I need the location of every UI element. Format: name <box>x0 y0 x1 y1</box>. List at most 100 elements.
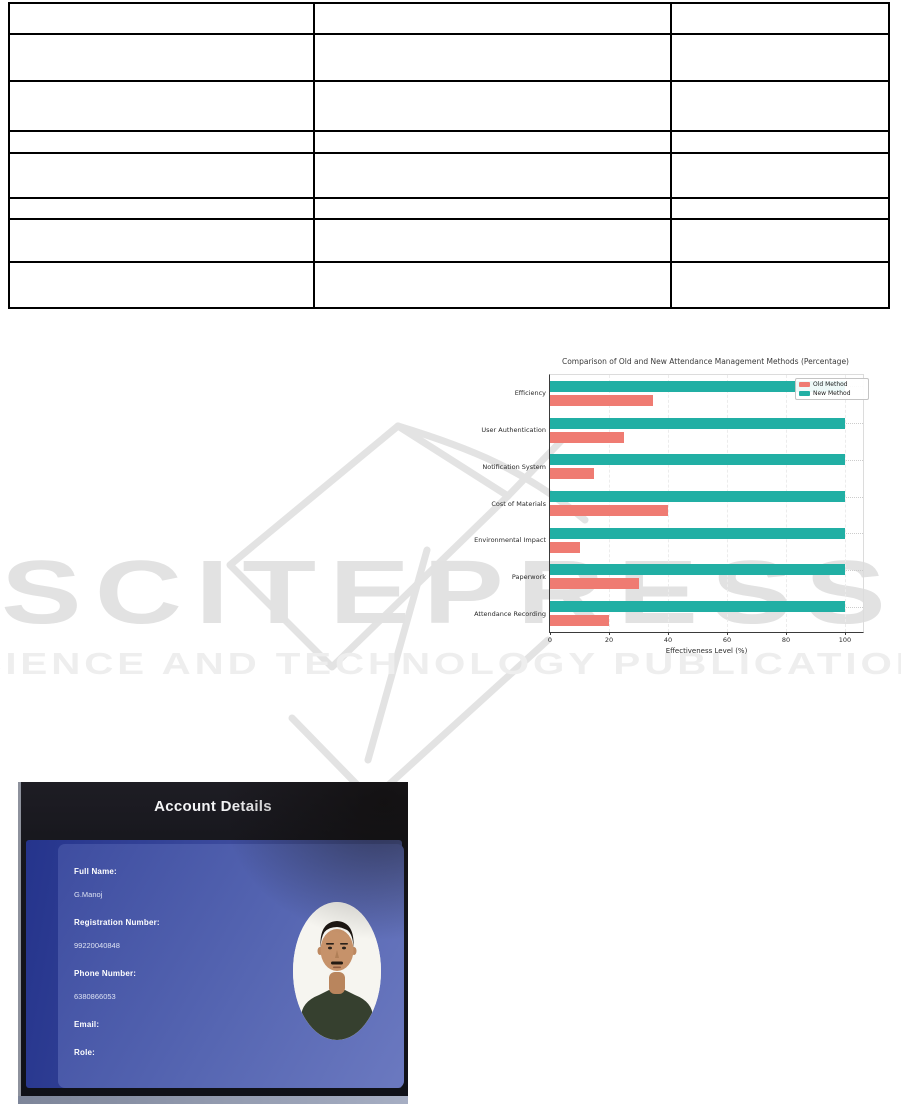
table-row <box>8 2 890 35</box>
table-cell <box>670 261 890 309</box>
x-tick <box>727 632 728 635</box>
x-tick <box>845 632 846 635</box>
x-tick-label: 20 <box>604 636 614 644</box>
field-label: Role: <box>74 1048 95 1057</box>
bar-old-method <box>550 578 639 590</box>
gridline <box>609 375 610 632</box>
legend-label: Old Method <box>813 381 848 388</box>
bar-new-method <box>550 491 845 502</box>
bar-new-method <box>550 564 845 576</box>
bar-new-method <box>550 380 845 392</box>
table-cell <box>313 197 672 220</box>
category-label: Notification System <box>482 462 546 471</box>
x-tick-label: 100 <box>838 636 852 644</box>
table-cell <box>8 2 315 35</box>
category-label: User Authentication <box>481 426 546 435</box>
table-cell <box>670 130 890 154</box>
table-cell <box>670 2 890 35</box>
photo-edge-left <box>18 782 21 1104</box>
bar-new-method <box>550 417 845 429</box>
table-cell <box>670 33 890 82</box>
table-cell <box>313 152 672 199</box>
table-cell <box>313 2 672 35</box>
account-details-screenshot: Full Name: G.Manoj Registration Number: 992… <box>18 782 408 1104</box>
table-row <box>8 218 890 263</box>
legend-entry: New Method <box>799 390 865 397</box>
bar-new-method <box>550 527 845 539</box>
x-tick <box>668 632 669 635</box>
table-cell <box>670 197 890 220</box>
field-label: Full Name: <box>74 867 117 876</box>
table-cell <box>313 261 672 309</box>
chart-xlabel: Effectiveness Level (%) <box>665 647 748 655</box>
table-cell <box>313 130 672 154</box>
legend-swatch <box>799 391 810 396</box>
gridline <box>727 375 728 632</box>
table-cell <box>8 197 315 220</box>
table-cell <box>670 152 890 199</box>
field-value: 6380866053 <box>74 992 116 1001</box>
table-row <box>8 152 890 199</box>
account-card: Full Name: G.Manoj Registration Number: 992… <box>58 844 404 1088</box>
table-row <box>8 33 890 82</box>
field-label: Phone Number: <box>74 969 137 978</box>
category-label: Cost of Materials <box>491 499 546 508</box>
table-cell <box>313 80 672 132</box>
field-label: Email: <box>74 1020 100 1029</box>
watermark-subtitle: SCIENCE AND TECHNOLOGY PUBLICATIONS <box>0 646 901 681</box>
watermark-title-row: SCITEPRESS <box>0 548 901 638</box>
bar-old-method <box>550 394 654 406</box>
person-icon <box>293 902 381 1040</box>
bar-old-method <box>550 431 624 443</box>
x-tick <box>550 632 551 635</box>
bar-old-method <box>550 468 595 480</box>
bar-new-method <box>550 454 845 466</box>
table-row <box>8 130 890 154</box>
table-cell <box>8 80 315 132</box>
table-cell <box>670 80 890 132</box>
legend-swatch <box>799 382 810 387</box>
field-label: Registration Number: <box>74 918 160 927</box>
profile-photo <box>293 902 381 1040</box>
table-cell <box>8 218 315 263</box>
x-tick-label: 60 <box>722 636 732 644</box>
table-row <box>8 197 890 220</box>
table-cell <box>8 130 315 154</box>
x-tick-label: 0 <box>547 636 553 644</box>
legend-label: New Method <box>813 390 851 397</box>
bar-old-method <box>550 541 580 553</box>
account-fields: Full Name: G.Manoj Registration Number: 992… <box>74 844 274 1057</box>
watermark-title: SCITEPRESS <box>1 543 900 643</box>
field-value: G.Manoj <box>74 890 103 899</box>
gridline <box>668 375 669 632</box>
table-cell <box>8 261 315 309</box>
legend-entry: Old Method <box>799 381 865 388</box>
table-cell <box>8 33 315 82</box>
category-label: Attendance Recording <box>474 609 546 618</box>
x-tick <box>609 632 610 635</box>
gridline <box>845 375 846 632</box>
x-tick-label: 80 <box>781 636 791 644</box>
category-label: Environmental Impact <box>474 536 546 545</box>
photo-edge-bottom <box>18 1096 408 1104</box>
chart-plot: Old Method New Method Effectiveness Level… <box>474 374 869 655</box>
field-value: 99220040848 <box>74 941 120 950</box>
table-row <box>8 80 890 132</box>
x-tick <box>786 632 787 635</box>
category-label: Efficiency <box>514 389 546 398</box>
category-label: Paperwork <box>511 572 546 581</box>
chart-title: Comparison of Old and New Attendance Man… <box>561 357 849 366</box>
x-tick-label: 40 <box>663 636 673 644</box>
table-row <box>8 261 890 309</box>
watermark-subtitle-row: SCIENCE AND TECHNOLOGY PUBLICATIONS <box>0 648 901 679</box>
bar-old-method <box>550 615 609 627</box>
table-cell <box>670 218 890 263</box>
table-cell <box>8 152 315 199</box>
bar-old-method <box>550 505 668 516</box>
account-details-title: Account Details <box>154 798 272 815</box>
table-body <box>8 2 890 309</box>
gridline <box>786 375 787 632</box>
chart-legend: Old Method New Method <box>795 378 869 400</box>
